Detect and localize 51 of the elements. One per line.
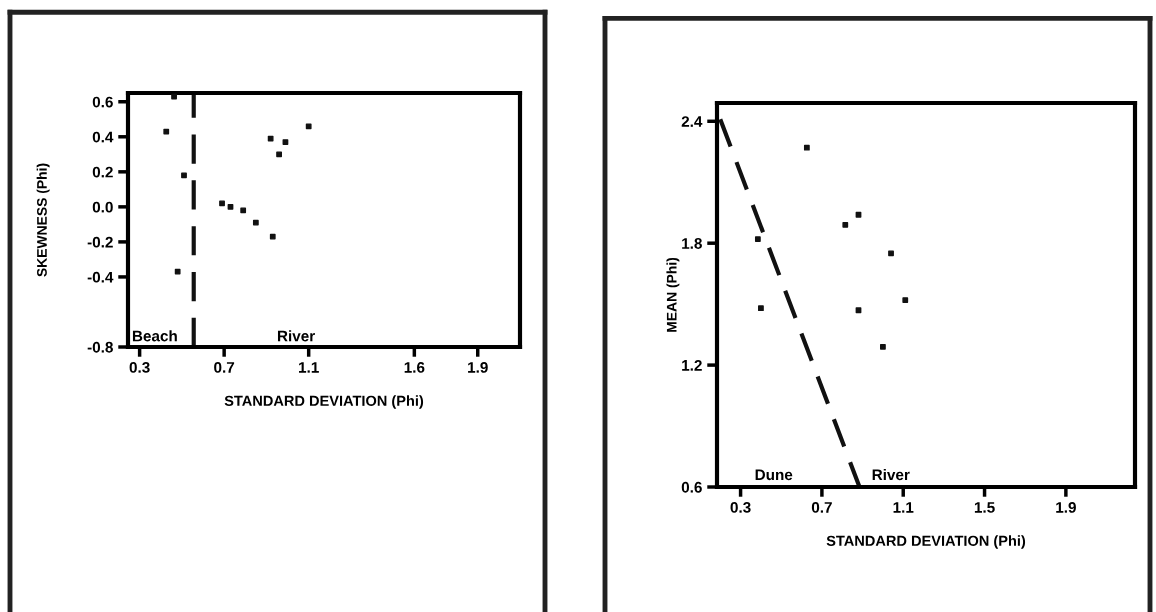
y-tick-label: 0.6 <box>681 481 702 493</box>
x-tick-label: 0.3 <box>129 361 150 373</box>
x-axis-title: STANDARD DEVIATION (Phi) <box>224 395 424 409</box>
y-tick-label: 0.6 <box>92 96 113 108</box>
y-axis-title: SKEWNESS (Phi) <box>36 163 50 277</box>
point <box>252 219 259 226</box>
point <box>754 236 761 243</box>
y-tick-label: 2.4 <box>681 116 703 127</box>
annotation: River <box>277 330 315 342</box>
point <box>267 135 274 142</box>
point <box>758 305 764 312</box>
point <box>171 93 177 100</box>
annotation: River <box>872 468 910 481</box>
y-tick-label: 0.4 <box>92 131 114 143</box>
point <box>842 222 849 228</box>
point <box>305 123 312 130</box>
x-tick-label: 1.6 <box>404 361 425 373</box>
point <box>855 307 862 314</box>
point <box>219 200 225 207</box>
y-tick-label: 0.0 <box>92 201 113 213</box>
x-tick-label: 0.3 <box>730 501 751 513</box>
point <box>902 297 909 303</box>
point <box>227 203 234 210</box>
annotation: Dune <box>755 469 793 481</box>
x-tick-label: 1.9 <box>1056 501 1076 513</box>
point <box>888 250 894 257</box>
point <box>240 207 247 214</box>
point <box>276 151 282 158</box>
x-tick-label: 0.7 <box>811 501 832 513</box>
y-tick-label: -0.4 <box>87 271 114 283</box>
y-tick-label: 1.8 <box>682 238 702 249</box>
point <box>269 233 276 240</box>
point <box>282 139 289 145</box>
point <box>803 144 810 151</box>
y-tick-label: 1.2 <box>682 359 702 371</box>
annotation: Beach <box>132 330 177 342</box>
x-tick-label: 1.9 <box>468 361 488 373</box>
point <box>880 343 886 350</box>
x-axis-title: STANDARD DEVIATION (Phi) <box>826 535 1026 549</box>
y-axis-title: MEAN (Phi) <box>666 257 680 332</box>
point <box>163 128 170 135</box>
x-tick-label: 0.7 <box>214 361 235 373</box>
point <box>174 268 181 275</box>
y-tick-label: -0.2 <box>87 236 113 248</box>
x-tick-label: 1.1 <box>299 362 319 373</box>
point <box>855 211 862 218</box>
x-tick-label: 1.5 <box>974 502 995 513</box>
x-tick-label: 1.1 <box>893 502 914 513</box>
point <box>181 172 187 179</box>
y-tick-label: -0.8 <box>87 341 113 353</box>
y-tick-label: 0.2 <box>92 166 113 178</box>
